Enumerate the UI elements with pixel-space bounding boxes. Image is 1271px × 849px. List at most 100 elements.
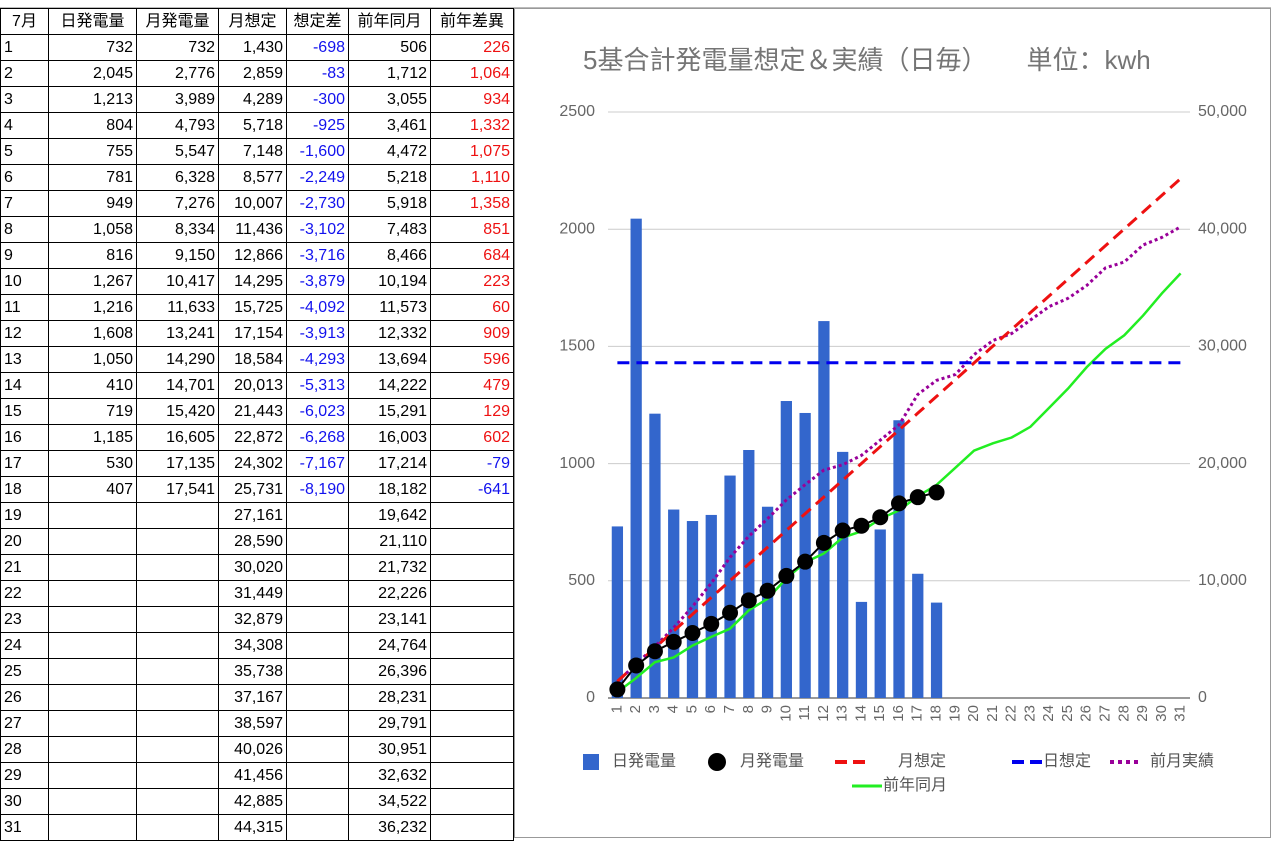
table-cell: 755	[48, 138, 137, 165]
x-tick-label: 19	[946, 705, 963, 722]
table-cell: 7,148	[218, 138, 287, 165]
legend-label: 月発電量	[740, 752, 804, 770]
x-tick-label: 4	[665, 705, 682, 713]
bar	[780, 401, 792, 698]
line	[616, 272, 1182, 694]
x-tick-label: 11	[796, 705, 813, 721]
x-tick-label: 22	[1003, 705, 1020, 722]
legend-label: 日想定	[1043, 752, 1091, 770]
table-cell: -698	[286, 34, 349, 61]
table-cell: 2	[0, 60, 49, 87]
x-tick-label: 8	[740, 705, 757, 713]
table-cell: 15,420	[136, 398, 219, 425]
table-cell: 32,632	[348, 762, 431, 789]
y-tick-label: 2500	[559, 103, 595, 120]
x-tick-label: 29	[1134, 705, 1151, 722]
table-cell: 934	[430, 86, 514, 113]
table-cell: 40,026	[218, 736, 287, 763]
table-row: 28 40,026 30,951	[0, 736, 514, 763]
table-cell: 前年同月	[348, 8, 431, 35]
table-cell	[48, 762, 137, 789]
table-cell: 506	[348, 34, 431, 61]
table-cell: 6	[0, 164, 49, 191]
table-cell: 9	[0, 242, 49, 269]
dotted-line	[616, 225, 1182, 683]
table-cell: 30,951	[348, 736, 431, 763]
table-cell: 9,150	[136, 242, 219, 269]
table-cell: 23,141	[348, 606, 431, 633]
table-cell: 日発電量	[48, 8, 137, 35]
table-cell: 41,456	[218, 762, 287, 789]
table-cell	[286, 684, 349, 711]
table-row: 5 755 5,547 7,148 -1,600 4,472 1,075	[0, 138, 514, 165]
table-cell: 15,291	[348, 398, 431, 425]
table-cell: -3,879	[286, 268, 349, 295]
table-row: 20 28,590 21,110	[0, 528, 514, 555]
table-cell: 3,055	[348, 86, 431, 113]
table-cell: 7月	[0, 8, 49, 35]
table-cell: 11,573	[348, 294, 431, 321]
table-cell	[430, 710, 514, 737]
x-tick-label: 16	[890, 705, 907, 722]
table-row: 3 1,213 3,989 4,289 -300 3,055 934	[0, 86, 514, 113]
table-cell	[286, 814, 349, 841]
table-cell: 24,764	[348, 632, 431, 659]
bar	[837, 451, 849, 698]
table-cell	[430, 814, 514, 841]
table-cell: 1,075	[430, 138, 514, 165]
x-tick-label: 27	[1096, 705, 1113, 722]
table-cell	[430, 502, 514, 529]
table-cell: 12,866	[218, 242, 287, 269]
x-tick-label: 5	[683, 705, 700, 713]
table-cell: 25,731	[218, 476, 287, 503]
bar	[668, 509, 680, 698]
table-cell: 26,396	[348, 658, 431, 685]
table-cell	[286, 632, 349, 659]
table-cell: 18,182	[348, 476, 431, 503]
table-cell: 19,642	[348, 502, 431, 529]
table-cell	[48, 606, 137, 633]
table-row: 22 31,449 22,226	[0, 580, 514, 607]
bar	[855, 601, 868, 698]
table-row: 2 2,045 2,776 2,859 -83 1,712 1,064	[0, 60, 514, 87]
dashed-line	[616, 177, 1182, 683]
table-cell: 16	[0, 424, 49, 451]
bar	[874, 529, 886, 698]
table-cell: 月想定	[218, 8, 287, 35]
table-cell	[430, 554, 514, 581]
table-cell: 12	[0, 320, 49, 347]
table-cell: 6,328	[136, 164, 219, 191]
table-row: 16 1,185 16,605 22,872 -6,268 16,003 602	[0, 424, 514, 451]
table-cell: 24,302	[218, 450, 287, 477]
table-cell: 719	[48, 398, 137, 425]
table-cell	[286, 554, 349, 581]
table-cell: 8	[0, 216, 49, 243]
y-tick-label: 0	[586, 689, 595, 706]
table-cell: 596	[430, 346, 514, 373]
table-cell: 想定差	[286, 8, 349, 35]
table-cell: 21,732	[348, 554, 431, 581]
legend-label: 前月実績	[1150, 752, 1214, 770]
table-cell: 5,918	[348, 190, 431, 217]
table-cell	[286, 710, 349, 737]
x-tick-label: 25	[1059, 705, 1076, 722]
table-cell: 16,003	[348, 424, 431, 451]
table-cell: 14,222	[348, 372, 431, 399]
table-cell: 1,430	[218, 34, 287, 61]
table-cell: 5,218	[348, 164, 431, 191]
bar	[761, 506, 774, 698]
x-tick-label: 17	[909, 705, 926, 722]
point	[722, 604, 739, 621]
table-cell: 22	[0, 580, 49, 607]
table-cell: 732	[136, 34, 219, 61]
point	[646, 643, 663, 660]
data-table: 7月 日発電量 月発電量 月想定 想定差 前年同月 前年差異 1 732 732 1,430 -698…	[0, 8, 514, 841]
table-cell	[136, 788, 219, 815]
table-cell: 1,185	[48, 424, 137, 451]
x-tick-label: 30	[1153, 705, 1170, 722]
table-cell: 13,694	[348, 346, 431, 373]
x-tick-label: 13	[834, 705, 851, 722]
table-cell: 3,461	[348, 112, 431, 139]
table-cell	[136, 658, 219, 685]
table-cell	[48, 502, 137, 529]
